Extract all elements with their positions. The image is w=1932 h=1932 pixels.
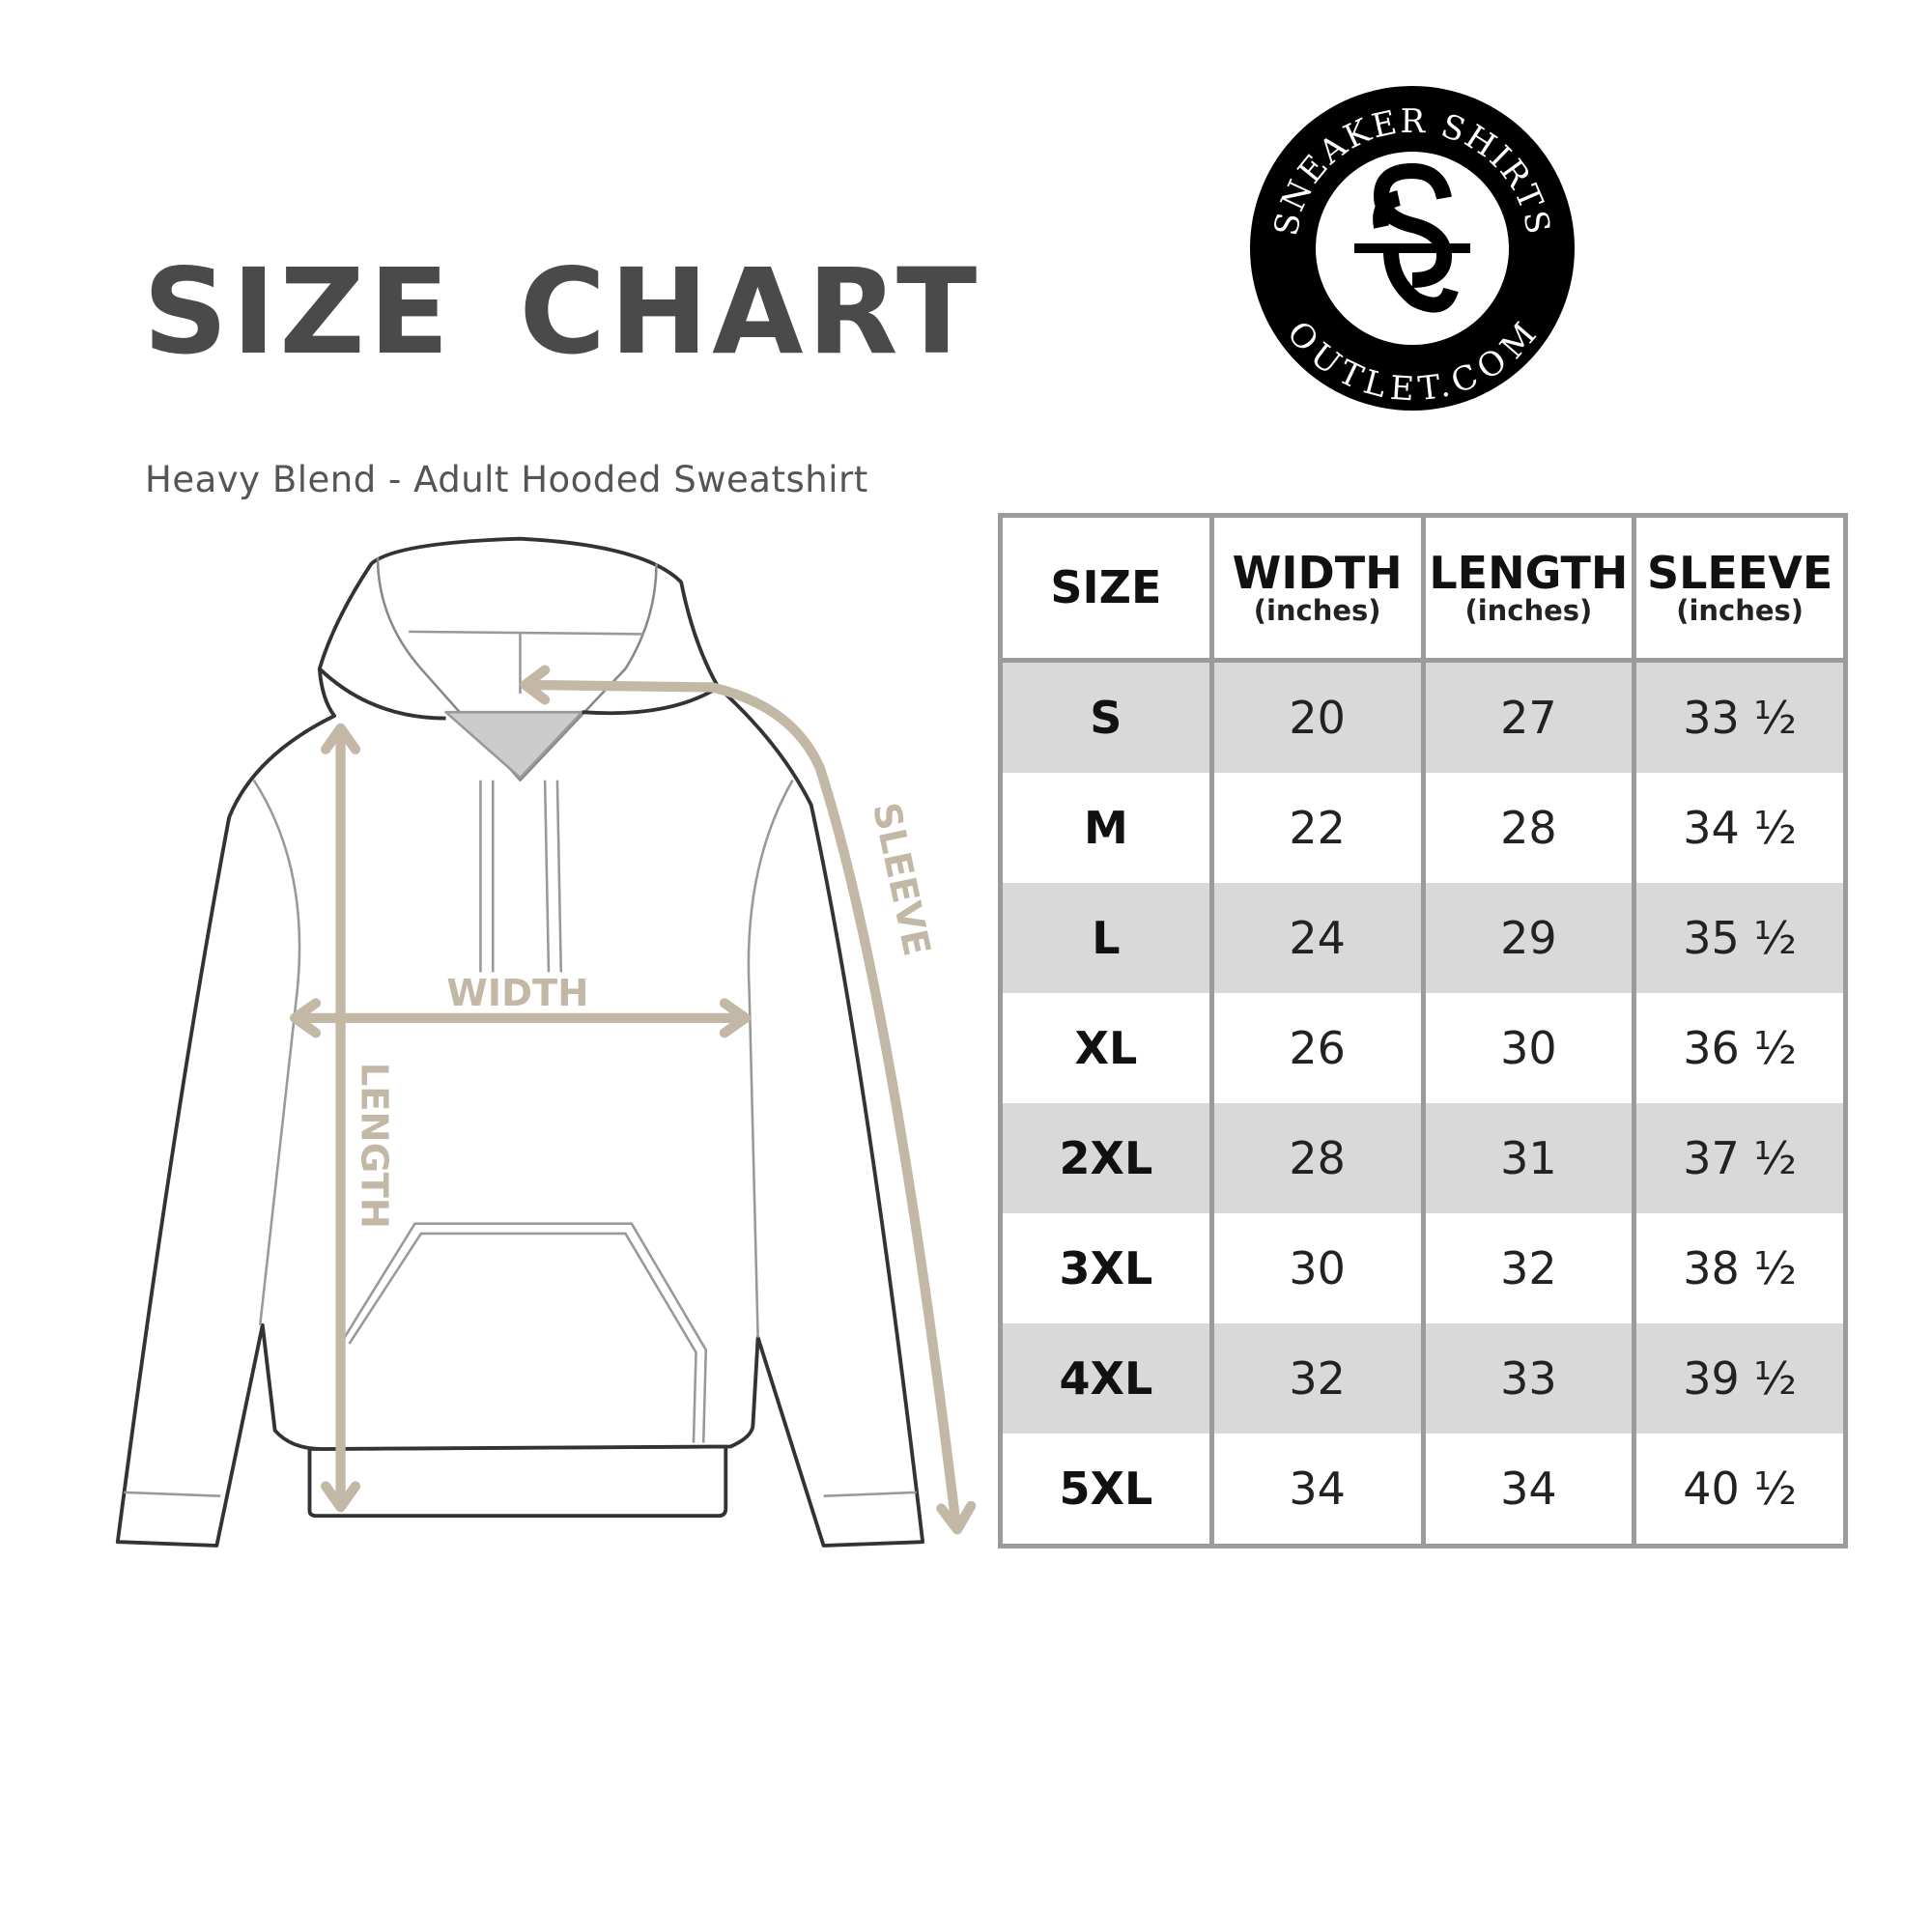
page-title: SIZE CHART	[143, 243, 981, 381]
cell-length: 29	[1420, 883, 1637, 993]
col-unit: (inches)	[1253, 594, 1381, 628]
cell-length: 31	[1420, 1102, 1637, 1213]
table-row: 2XL 28 31 37 ½	[998, 1102, 1848, 1213]
cell-width: 26	[1208, 993, 1426, 1103]
table-row: L 24 29 35 ½	[998, 883, 1848, 993]
hoodie-outline	[115, 536, 925, 1548]
table-row: 5XL 34 34 40 ½	[998, 1433, 1848, 1547]
cell-sleeve: 40 ½	[1632, 1433, 1848, 1547]
cell-sleeve: 38 ½	[1632, 1212, 1848, 1323]
cell-length: 34	[1420, 1433, 1637, 1547]
cell-sleeve: 36 ½	[1632, 993, 1848, 1103]
product-subtitle: Heavy Blend - Adult Hooded Sweatshirt	[145, 459, 868, 500]
cell-sleeve: 35 ½	[1632, 883, 1848, 993]
cell-width: 30	[1208, 1212, 1426, 1323]
cell-length: 32	[1420, 1212, 1637, 1323]
col-header-width: WIDTH (inches)	[1208, 513, 1426, 663]
cell-length: 27	[1420, 660, 1637, 774]
table-row: 4XL 32 33 39 ½	[998, 1322, 1848, 1434]
cell-length: 30	[1420, 993, 1637, 1103]
cell-size: 2XL	[998, 1102, 1214, 1213]
col-label: LENGTH	[1429, 547, 1629, 600]
cell-size: XL	[998, 993, 1214, 1103]
col-label: SLEEVE	[1646, 547, 1833, 600]
cell-length: 33	[1420, 1322, 1637, 1434]
table-row: 3XL 30 32 38 ½	[998, 1212, 1848, 1323]
cell-width: 34	[1208, 1433, 1426, 1547]
cell-size: S	[998, 660, 1214, 774]
cell-size: 4XL	[998, 1322, 1214, 1434]
col-header-length: LENGTH (inches)	[1420, 513, 1637, 663]
cell-sleeve: 34 ½	[1632, 773, 1848, 884]
col-label: SIZE	[1050, 561, 1162, 614]
cell-width: 32	[1208, 1322, 1426, 1434]
col-label: WIDTH	[1232, 547, 1403, 600]
table-header-row: SIZE WIDTH (inches) LENGTH (inches) SLEEVE…	[998, 513, 1848, 663]
col-header-sleeve: SLEEVE (inches)	[1632, 513, 1848, 663]
size-table: SIZE WIDTH (inches) LENGTH (inches) SLEEVE…	[998, 513, 1848, 1548]
cell-length: 28	[1420, 773, 1637, 884]
col-unit: (inches)	[1676, 594, 1804, 628]
col-unit: (inches)	[1464, 594, 1593, 628]
cell-sleeve: 33 ½	[1632, 660, 1848, 774]
sleeve-label: SLEEVE	[864, 799, 938, 960]
cell-width: 28	[1208, 1102, 1426, 1213]
col-header-size: SIZE	[998, 513, 1214, 663]
monogram-icon	[1354, 162, 1470, 313]
cell-size: M	[998, 773, 1214, 884]
width-label: WIDTH	[446, 972, 588, 1015]
table-row: S 20 27 33 ½	[998, 660, 1848, 774]
sleeve-arrow	[520, 665, 977, 1535]
length-arrow	[321, 723, 361, 1513]
cell-size: 5XL	[998, 1433, 1214, 1547]
cell-sleeve: 37 ½	[1632, 1102, 1848, 1213]
measurement-arrows	[290, 665, 977, 1535]
cell-size: 3XL	[998, 1212, 1214, 1323]
cell-width: 20	[1208, 660, 1426, 774]
table-row: M 22 28 34 ½	[998, 773, 1848, 884]
brand-logo: SNEAKER SHIRTS OUTLET.COM	[1250, 86, 1575, 411]
cell-size: L	[998, 883, 1214, 993]
cell-width: 22	[1208, 773, 1426, 884]
width-arrow	[290, 998, 751, 1038]
length-label: LENGTH	[352, 1063, 395, 1229]
cell-sleeve: 39 ½	[1632, 1322, 1848, 1434]
cell-width: 24	[1208, 883, 1426, 993]
table-row: XL 26 30 36 ½	[998, 993, 1848, 1103]
